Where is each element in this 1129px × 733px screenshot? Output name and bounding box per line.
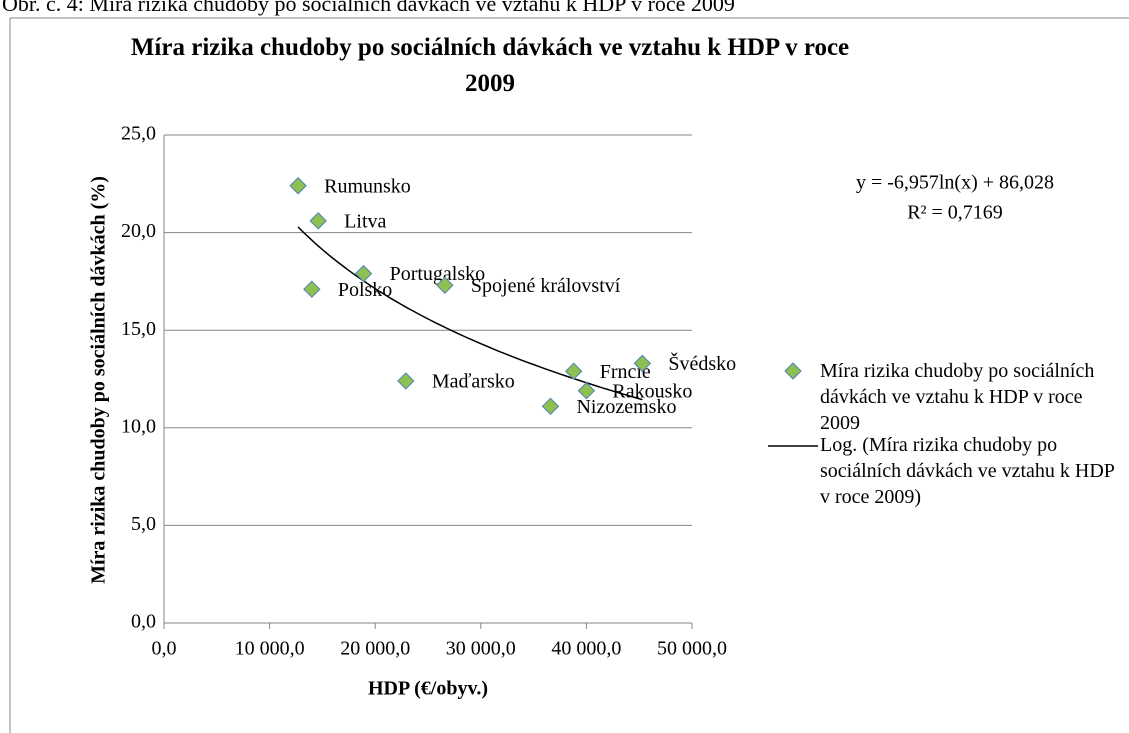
point-label: Maďarsko (432, 371, 515, 393)
point (303, 280, 321, 298)
point-label: Rumunsko (324, 175, 411, 197)
point (436, 276, 454, 295)
x-tick-label: 30 000,0 (446, 638, 516, 660)
point (541, 397, 560, 416)
point-label: Nizozemsko (576, 396, 676, 418)
point-label: Polsko (338, 279, 392, 301)
y-tick-label: 0,0 (131, 611, 156, 633)
x-tick-label: 0,0 (152, 638, 177, 660)
legend-marker (784, 362, 802, 380)
point-label: Švédsko (668, 351, 736, 375)
point (309, 212, 327, 230)
trend-equation: y = -6,957ln(x) + 86,028 (856, 172, 1054, 194)
trend-r2: R² = 0,7169 (907, 202, 1003, 224)
x-tick-label: 10 000,0 (235, 638, 305, 660)
y-tick-label: 5,0 (131, 513, 156, 535)
legend-label: Míra rizika chudoby po sociálních dávkác… (820, 360, 1095, 434)
point (565, 362, 583, 380)
y-tick-label: 20,0 (121, 220, 156, 242)
point (397, 372, 415, 390)
point-label: Litva (344, 210, 386, 232)
x-tick-label: 20 000,0 (340, 638, 410, 660)
point (289, 177, 307, 195)
chart-title: Míra rizika chudoby po sociálních dávkác… (130, 34, 850, 97)
y-tick-label: 25,0 (121, 123, 156, 145)
x-tick-label: 50 000,0 (657, 638, 727, 660)
x-tick-label: 40 000,0 (551, 638, 621, 660)
point (354, 264, 373, 283)
legend-label: Log. (Míra rizika chudoby po sociálních … (820, 434, 1115, 508)
x-axis-label: HDP (€/obyv.) (368, 678, 488, 700)
point (633, 354, 652, 373)
point-label: Spojené království (471, 275, 621, 297)
point-label: Portugalsko (390, 263, 486, 285)
caption: Obr. č. 4: Míra rizika chudoby po sociál… (2, 0, 735, 16)
y-axis-label: Míra rizika chudoby po sociálních dávkác… (88, 176, 110, 584)
point (577, 382, 596, 400)
trendline (297, 226, 643, 401)
point-label: Rakousko (612, 380, 692, 402)
y-tick-label: 10,0 (121, 415, 156, 437)
y-tick-label: 15,0 (121, 318, 156, 340)
